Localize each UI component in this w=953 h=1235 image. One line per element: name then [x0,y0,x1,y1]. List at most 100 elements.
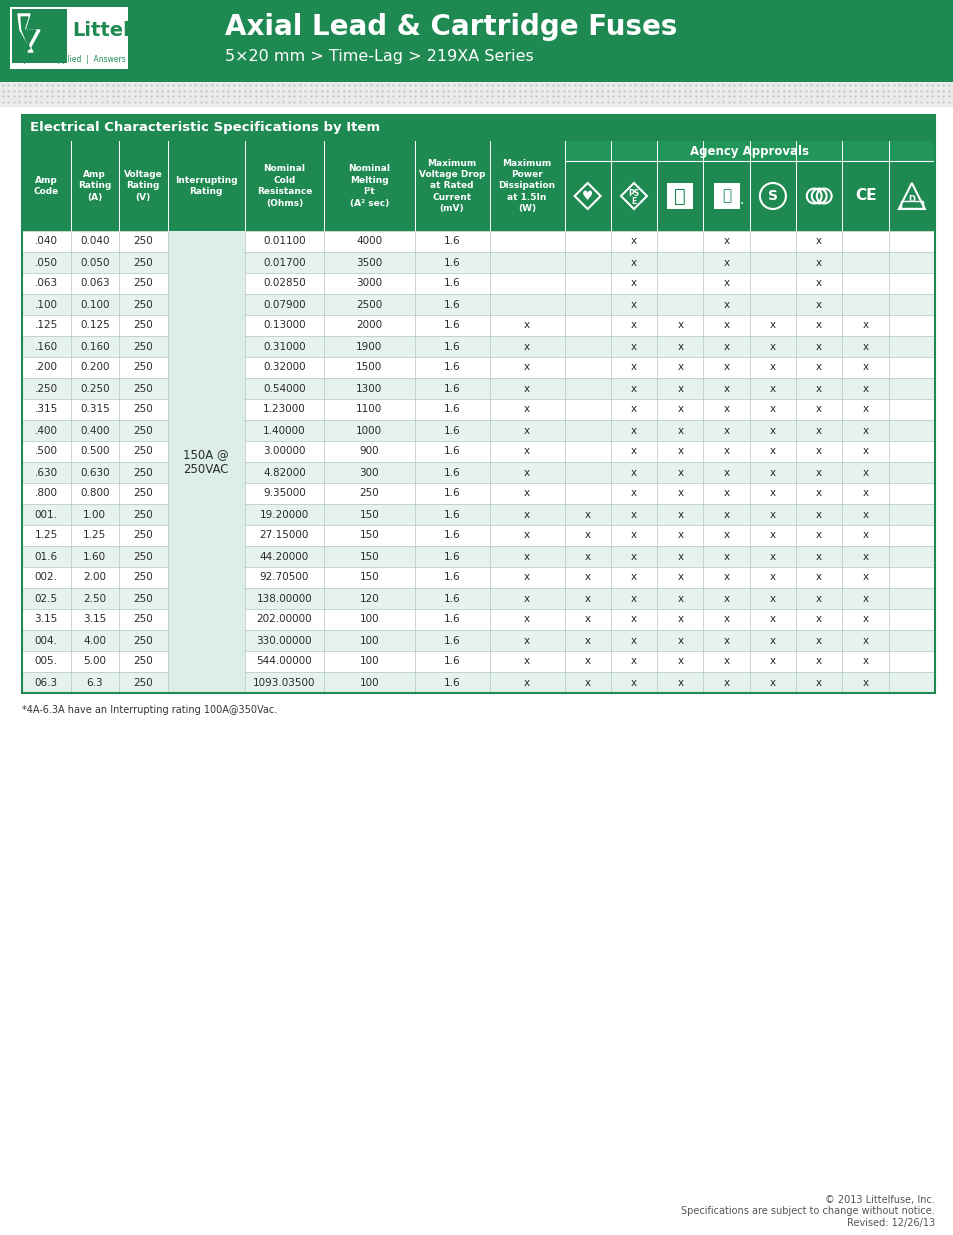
Text: x: x [722,594,729,604]
Text: x: x [862,573,867,583]
Text: 0.315: 0.315 [80,405,110,415]
Text: 150: 150 [359,573,378,583]
Text: 5.00: 5.00 [83,657,106,667]
Text: 01.6: 01.6 [34,552,58,562]
Text: *4A-6.3A have an Interrupting rating 100A@350Vac.: *4A-6.3A have an Interrupting rating 100… [22,705,277,715]
Text: x: x [677,573,682,583]
Text: x: x [816,384,821,394]
Text: 1.6: 1.6 [443,636,460,646]
Text: x: x [816,657,821,667]
Text: x: x [677,489,682,499]
Text: x: x [677,321,682,331]
Text: 9.35000: 9.35000 [263,489,306,499]
Text: x: x [722,384,729,394]
Text: Expertise Applied  |  Answers Delivered: Expertise Applied | Answers Delivered [14,56,165,64]
Text: x: x [816,405,821,415]
Text: Nominal
Cold
Resistance
(Ohms): Nominal Cold Resistance (Ohms) [256,164,312,207]
Text: x: x [523,552,530,562]
Text: x: x [722,426,729,436]
Text: x: x [523,426,530,436]
Text: x: x [677,678,682,688]
Text: x: x [769,363,775,373]
Bar [22,357,934,378]
Text: 1.6: 1.6 [443,363,460,373]
Text: x: x [584,552,590,562]
Text: 004.: 004. [34,636,58,646]
Bar [713,183,739,209]
Text: 005.: 005. [34,657,58,667]
Text: x: x [677,510,682,520]
Bar [22,399,934,420]
Text: 5×20 mm > Time-Lag > 219XA Series: 5×20 mm > Time-Lag > 219XA Series [225,48,533,63]
Text: 4.00: 4.00 [83,636,106,646]
Bar [10,7,128,69]
Text: 250: 250 [133,321,153,331]
Text: 1.6: 1.6 [443,594,460,604]
Text: x: x [584,657,590,667]
Text: 330.00000: 330.00000 [256,636,312,646]
Text: 250: 250 [133,531,153,541]
Text: 250: 250 [133,678,153,688]
Text: x: x [630,678,637,688]
Text: x: x [523,615,530,625]
Text: x: x [816,342,821,352]
Text: 250: 250 [133,552,153,562]
Text: 100: 100 [359,615,378,625]
Text: 0.07900: 0.07900 [263,300,305,310]
Text: x: x [677,594,682,604]
Text: .500: .500 [34,447,58,457]
Bar [0,82,953,107]
Text: 1.6: 1.6 [443,279,460,289]
Text: 1.60: 1.60 [83,552,106,562]
Text: x: x [584,573,590,583]
Text: x: x [722,489,729,499]
Text: x: x [523,447,530,457]
Text: x: x [677,552,682,562]
Text: 150A @
250VAC: 150A @ 250VAC [183,448,229,475]
Text: 150: 150 [359,510,378,520]
Text: x: x [816,594,821,604]
Bar [168,231,245,693]
Text: 1.6: 1.6 [443,321,460,331]
Text: 0.31000: 0.31000 [263,342,305,352]
Text: 3.00000: 3.00000 [263,447,305,457]
Text: 250: 250 [133,236,153,247]
Text: x: x [722,300,729,310]
Text: 1.6: 1.6 [443,489,460,499]
Bar [666,183,693,209]
Text: x: x [769,384,775,394]
Text: 250: 250 [133,384,153,394]
Text: 1000: 1000 [355,426,382,436]
Text: x: x [722,363,729,373]
Text: x: x [630,384,637,394]
Text: 4000: 4000 [355,236,382,247]
Text: x: x [584,615,590,625]
Text: x: x [584,636,590,646]
Text: .063: .063 [34,279,58,289]
Bar [22,483,934,504]
Text: 250: 250 [359,489,378,499]
Text: x: x [630,363,637,373]
Text: 0.500: 0.500 [80,447,110,457]
Text: x: x [677,657,682,667]
Text: x: x [523,510,530,520]
Text: .800: .800 [34,489,58,499]
Text: D: D [907,194,914,204]
Text: Axial Lead & Cartridge Fuses: Axial Lead & Cartridge Fuses [225,14,677,41]
Text: x: x [630,594,637,604]
Text: x: x [769,468,775,478]
Text: x: x [816,363,821,373]
Bar [22,588,934,609]
Text: x: x [722,531,729,541]
Text: 2500: 2500 [355,300,382,310]
Text: x: x [862,321,867,331]
Text: 1.6: 1.6 [443,552,460,562]
Text: 300: 300 [359,468,378,478]
Text: 1.6: 1.6 [443,678,460,688]
Text: x: x [523,468,530,478]
Text: 150: 150 [359,552,378,562]
Text: 0.125: 0.125 [80,321,110,331]
Text: x: x [816,573,821,583]
Text: x: x [722,405,729,415]
Text: 1300: 1300 [355,384,382,394]
